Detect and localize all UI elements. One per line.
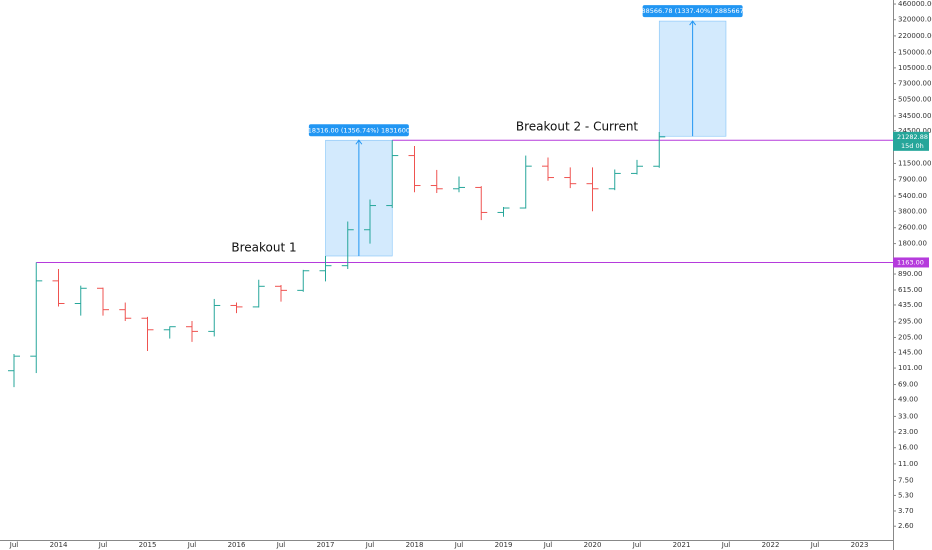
y-tick-label: 3.70	[898, 507, 914, 515]
y-tick-label: 5.30	[898, 491, 914, 499]
annotation: Breakout 2 - Current	[516, 120, 639, 134]
last-price-label: 21282.88	[897, 133, 928, 141]
y-tick-label: 5400.00	[898, 192, 927, 200]
x-tick-label: 2017	[317, 541, 335, 549]
last-price-bg	[893, 131, 929, 151]
x-tick-label: 2023	[851, 541, 869, 549]
measure-label-bg	[642, 5, 743, 18]
x-tick-label: 2019	[495, 541, 513, 549]
y-tick-label: 2.60	[898, 522, 914, 530]
x-tick-label: 2018	[406, 541, 424, 549]
measure-arrow-head	[689, 20, 697, 26]
y-tick-label: 205.00	[898, 333, 923, 341]
y-tick-label: 220000.00	[898, 32, 932, 40]
x-tick-label: Jul	[365, 541, 375, 549]
x-tick-label: 2021	[673, 541, 691, 549]
y-tick-label: 101.00	[898, 364, 923, 372]
measure-label: 288566.78 (1337.40%) 28856678	[637, 7, 748, 15]
annotation: Breakout 1	[231, 241, 296, 255]
x-tick-label: Jul	[721, 541, 731, 549]
x-tick-label: Jul	[276, 541, 286, 549]
level-price-bg	[893, 257, 929, 268]
y-tick-label: 33.00	[898, 412, 918, 420]
y-tick-label: 11.00	[898, 460, 918, 468]
measure-label-bg	[308, 124, 409, 137]
y-tick-label: 73000.00	[898, 80, 931, 88]
y-tick-label: 3800.00	[898, 207, 927, 215]
y-tick-label: 7900.00	[898, 176, 927, 184]
y-tick-label: 320000.00	[898, 16, 932, 24]
x-tick-label: Jul	[98, 541, 108, 549]
y-tick-label: 460000.00	[898, 0, 932, 8]
x-tick-label: 2020	[584, 541, 602, 549]
y-tick-label: 150000.00	[898, 48, 932, 56]
y-tick-label: 7.50	[898, 476, 914, 484]
measure-arrow-head	[355, 139, 363, 145]
y-tick-label: 2600.00	[898, 224, 927, 232]
x-tick-label: 2016	[228, 541, 246, 549]
y-tick-label: 16.00	[898, 444, 918, 452]
y-tick-label: 145.00	[898, 348, 923, 356]
y-tick-label: 295.00	[898, 318, 923, 326]
y-tick-label: 1800.00	[898, 240, 927, 248]
y-tick-label: 615.00	[898, 286, 923, 294]
y-tick-label: 24500.00	[898, 127, 931, 135]
y-tick-label: 50500.00	[898, 96, 931, 104]
x-tick-label: Jul	[9, 541, 19, 549]
y-tick-label: 69.00	[898, 381, 918, 389]
x-tick-label: 2015	[139, 541, 157, 549]
x-tick-label: Jul	[543, 541, 553, 549]
y-tick-label: 23.00	[898, 428, 918, 436]
y-tick-label: 49.00	[898, 395, 918, 403]
countdown-label: 15d 0h	[901, 142, 924, 150]
level-price-label: 1163.00	[897, 258, 924, 266]
y-tick-label: 435.00	[898, 301, 923, 309]
x-tick-label: 2014	[50, 541, 68, 549]
y-tick-label: 105000.00	[898, 64, 932, 72]
x-tick-label: 2022	[762, 541, 780, 549]
x-tick-label: Jul	[454, 541, 464, 549]
y-tick-label: 11500.00	[898, 159, 931, 167]
x-tick-label: Jul	[632, 541, 642, 549]
y-tick-label: 890.00	[898, 270, 923, 278]
x-tick-label: Jul	[187, 541, 197, 549]
x-tick-label: Jul	[810, 541, 820, 549]
y-tick-label: 34500.00	[898, 112, 931, 120]
measure-label: 18316.00 (1356.74%) 1831600	[308, 126, 410, 134]
